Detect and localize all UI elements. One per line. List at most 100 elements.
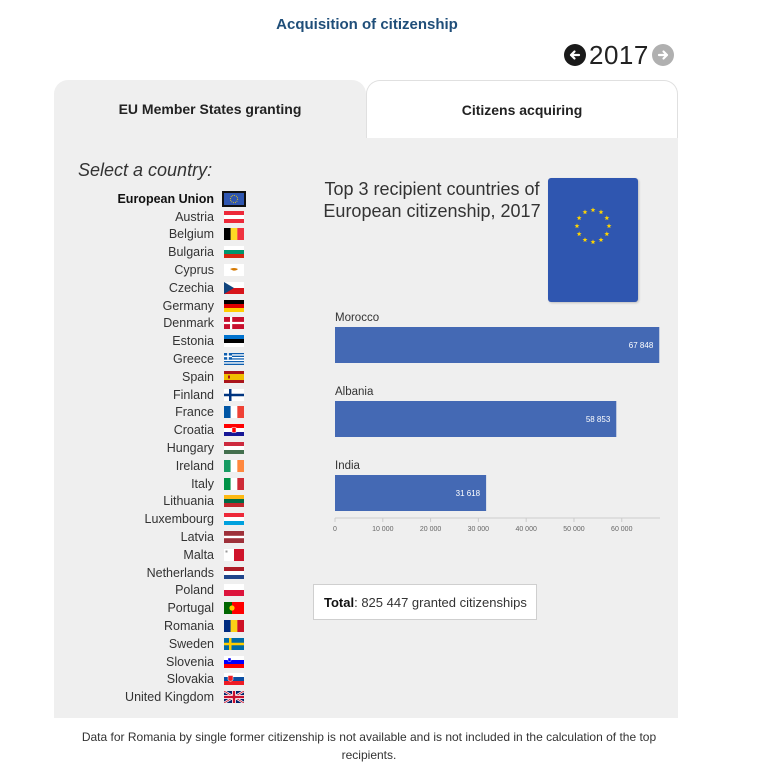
- star-icon: [582, 209, 588, 215]
- bar-india[interactable]: [335, 475, 487, 511]
- tab-eu-member-states-granting[interactable]: EU Member States granting: [54, 80, 366, 138]
- category-label: Morocco: [335, 312, 379, 324]
- country-item-france[interactable]: France: [76, 404, 246, 422]
- select-country-label: Select a country:: [78, 160, 213, 180]
- country-name: Slovenia: [166, 654, 214, 669]
- star-icon: [598, 209, 604, 215]
- total-label: Total: [324, 594, 355, 610]
- country-name: United Kingdom: [125, 690, 214, 705]
- country-item-poland[interactable]: Poland: [76, 582, 246, 600]
- star-icon: [590, 239, 596, 245]
- star-icon: [604, 215, 610, 221]
- flag-fr-icon: [222, 404, 246, 420]
- country-name: Czechia: [168, 280, 214, 295]
- flag-mt-icon: [222, 547, 246, 563]
- x-tick-label: 20 000: [420, 526, 442, 533]
- flag-fi-icon: [222, 387, 246, 403]
- country-name: Hungary: [166, 441, 214, 456]
- country-item-finland[interactable]: Finland: [76, 386, 246, 404]
- x-tick-label: 10 000: [372, 526, 394, 533]
- country-name: Estonia: [172, 334, 214, 349]
- country-item-spain[interactable]: Spain: [76, 368, 246, 386]
- country-name: Greece: [173, 352, 214, 367]
- country-name: Finland: [173, 387, 214, 402]
- country-item-netherlands[interactable]: Netherlands: [76, 564, 246, 582]
- year-navigator: 2017: [564, 40, 674, 70]
- total-summary: Total: 825 447 granted citizenships: [313, 584, 537, 620]
- country-item-hungary[interactable]: Hungary: [76, 439, 246, 457]
- tab-citizens-acquiring[interactable]: Citizens acquiring: [366, 80, 678, 138]
- country-name: Ireland: [175, 458, 214, 473]
- country-item-austria[interactable]: Austria: [76, 208, 246, 226]
- arrow-right-icon[interactable]: [651, 44, 674, 66]
- country-item-greece[interactable]: Greece: [76, 350, 246, 368]
- country-name: Austria: [175, 209, 214, 224]
- country-item-lithuania[interactable]: Lithuania: [76, 493, 246, 511]
- star-icon: [574, 223, 580, 229]
- country-name: European Union: [117, 191, 214, 206]
- country-name: Spain: [182, 369, 214, 384]
- flag-pt-icon: [222, 600, 246, 616]
- bar-morocco[interactable]: [335, 327, 660, 363]
- country-item-slovakia[interactable]: Slovakia: [76, 671, 246, 689]
- x-tick-label: 0: [333, 526, 337, 533]
- x-tick-label: 30 000: [468, 526, 490, 533]
- country-name: Sweden: [168, 636, 214, 651]
- category-label: India: [335, 460, 361, 472]
- country-name: Latvia: [180, 530, 214, 545]
- flag-hr-icon: [222, 422, 246, 438]
- country-name: Croatia: [173, 423, 214, 438]
- star-icon: [576, 215, 582, 221]
- flag-uk-icon: [222, 689, 246, 705]
- arrow-left-icon[interactable]: [564, 44, 586, 66]
- x-tick-label: 50 000: [563, 526, 585, 533]
- flag-gr-icon: [222, 351, 246, 367]
- country-item-european-union[interactable]: European Union: [76, 190, 246, 208]
- country-item-luxembourg[interactable]: Luxembourg: [76, 510, 246, 528]
- country-item-cyprus[interactable]: Cyprus: [76, 261, 246, 279]
- flag-cz-icon: [222, 280, 246, 296]
- country-name: Denmark: [163, 316, 214, 331]
- country-item-czechia[interactable]: Czechia: [76, 279, 246, 297]
- country-item-portugal[interactable]: Portugal: [76, 599, 246, 617]
- flag-be-icon: [222, 226, 246, 242]
- country-item-romania[interactable]: Romania: [76, 617, 246, 635]
- country-item-ireland[interactable]: Ireland: [76, 457, 246, 475]
- flag-ie-icon: [222, 458, 246, 474]
- year-label: 2017: [589, 39, 649, 70]
- bar-albania[interactable]: [335, 401, 617, 437]
- flag-at-icon: [222, 209, 246, 225]
- country-item-estonia[interactable]: Estonia: [76, 332, 246, 350]
- country-item-slovenia[interactable]: Slovenia: [76, 653, 246, 671]
- country-item-denmark[interactable]: Denmark: [76, 315, 246, 333]
- flag-bg-icon: [222, 244, 246, 260]
- country-item-sweden[interactable]: Sweden: [76, 635, 246, 653]
- star-icon: [582, 237, 588, 242]
- flag-eu-icon: [222, 190, 246, 207]
- country-item-bulgaria[interactable]: Bulgaria: [76, 243, 246, 261]
- chart-title: Top 3 recipient countries of European ci…: [323, 179, 541, 221]
- country-name: Poland: [175, 583, 214, 598]
- country-item-italy[interactable]: Italy: [76, 475, 246, 493]
- country-item-belgium[interactable]: Belgium: [76, 226, 246, 244]
- flag-pl-icon: [222, 582, 246, 598]
- star-icon: [604, 231, 610, 237]
- country-item-latvia[interactable]: Latvia: [76, 528, 246, 546]
- flag-lt-icon: [222, 493, 246, 509]
- flag-se-icon: [222, 636, 246, 652]
- country-item-croatia[interactable]: Croatia: [76, 421, 246, 439]
- flag-cy-icon: [222, 262, 246, 278]
- flag-it-icon: [222, 476, 246, 492]
- country-item-germany[interactable]: Germany: [76, 297, 246, 315]
- country-name: Malta: [183, 547, 214, 562]
- country-name: Romania: [163, 619, 214, 634]
- category-label: Albania: [335, 386, 374, 398]
- x-tick-label: 40 000: [515, 526, 537, 533]
- flag-de-icon: [222, 298, 246, 314]
- country-item-malta[interactable]: Malta: [76, 546, 246, 564]
- flag-nl-icon: [222, 565, 246, 581]
- country-item-united-kingdom[interactable]: United Kingdom: [76, 688, 246, 706]
- flag-ee-icon: [222, 333, 246, 349]
- bar-chart: Morocco 67 848 Albania 58 853 India 31 618 0 10…: [333, 312, 660, 533]
- bar-value-label: 58 853: [586, 415, 611, 424]
